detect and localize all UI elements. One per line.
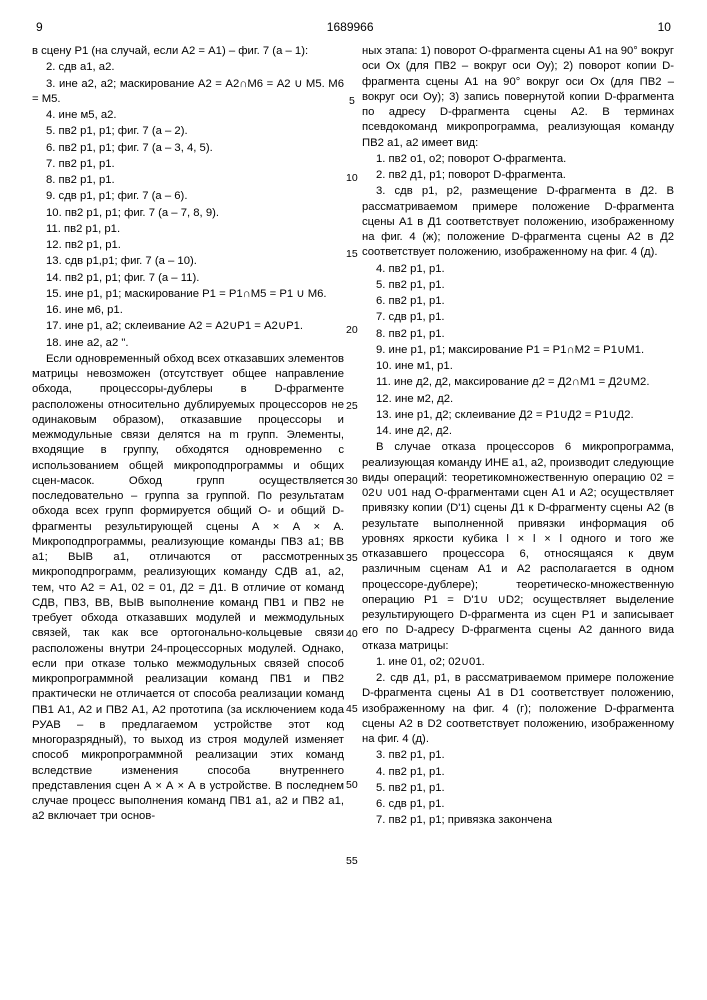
para: 13. ине р1, д2; склеивание Д2 = Р1∪Д2 = … xyxy=(362,408,674,423)
para: 6. сдв р1, р1. xyxy=(362,797,674,812)
para: 9. ине р1, р1; максирование Р1 = Р1∩М2 =… xyxy=(362,343,674,358)
para: 13. сдв р1,р1; фиг. 7 (а – 10). xyxy=(32,254,344,269)
para: 8. пв2 р1, р1. xyxy=(32,173,344,188)
para: 5. пв2 р1, р1. xyxy=(362,781,674,796)
para: 9. сдв р1, р1; фиг. 7 (а – 6). xyxy=(32,189,344,204)
para: 12. пв2 р1, р1. xyxy=(32,238,344,253)
para: 3. сдв р1, р2, размещение D-фрагмента в … xyxy=(362,184,674,260)
para: 1. ине 01, о2; 02∪01. xyxy=(362,655,674,670)
para: 3. ине а2, а2; маскирование А2 = А2∩М6 =… xyxy=(32,77,344,108)
para: 14. ине д2, д2. xyxy=(362,424,674,439)
para: 5. пв2 р1, р1. xyxy=(362,278,674,293)
page-num-left: 9 xyxy=(36,20,43,34)
para: 8. пв2 р1, р1. xyxy=(362,327,674,342)
para: 5. пв2 р1, р1; фиг. 7 (а – 2). xyxy=(32,124,344,139)
para: 18. ине а2, а2 ". xyxy=(32,336,344,351)
para: 11. ине д2, д2, максирование д2 = Д2∩М1 … xyxy=(362,375,674,390)
para: 15. ине р1, р1; маскирование Р1 = Р1∩М5 … xyxy=(32,287,344,302)
para: 7. пв2 р1, р1. xyxy=(32,157,344,172)
para: 7. пв2 р1, р1; привязка закончена xyxy=(362,813,674,828)
para: 4. ине м5, а2. xyxy=(32,108,344,123)
para: 2. пв2 д1, р1; поворот D-фрагмента. xyxy=(362,168,674,183)
para: 16. ине м6, р1. xyxy=(32,303,344,318)
para: 14. пв2 р1, р1; фиг. 7 (а – 11). xyxy=(32,271,344,286)
margin-num: 10 xyxy=(346,172,358,184)
para: 4. пв2 р1, р1. xyxy=(362,262,674,277)
para: в сцену Р1 (на случай, если А2 = А1) – ф… xyxy=(32,44,344,59)
para: 6. пв2 р1, р1; фиг. 7 (а – 3, 4, 5). xyxy=(32,141,344,156)
para: 10. пв2 р1, р1; фиг. 7 (а – 7, 8, 9). xyxy=(32,206,344,221)
para: Если одновременный обход всех отказавших… xyxy=(32,352,344,825)
para: 1. пв2 о1, о2; поворот О-фрагмента. xyxy=(362,152,674,167)
para: 2. сдв д1, р1, в рассматриваемом примере… xyxy=(362,671,674,747)
page-num-right: 10 xyxy=(658,20,671,34)
para: 7. сдв р1, р1. xyxy=(362,310,674,325)
patent-page: 9 1689966 10 5 10 15 20 25 30 35 40 45 5… xyxy=(0,0,707,1000)
document-number: 1689966 xyxy=(327,20,374,34)
margin-num: 30 xyxy=(346,475,358,487)
para: ных этапа: 1) поворот О-фрагмента сцены … xyxy=(362,44,674,151)
margin-num: 40 xyxy=(346,628,358,640)
right-column: ных этапа: 1) поворот О-фрагмента сцены … xyxy=(362,44,674,830)
margin-num: 50 xyxy=(346,779,358,791)
margin-num: 55 xyxy=(346,855,358,867)
para: 6. пв2 р1, р1. xyxy=(362,294,674,309)
margin-num: 5 xyxy=(349,95,355,107)
page-header: 9 1689966 10 xyxy=(32,20,675,34)
para: 10. ине м1, р1. xyxy=(362,359,674,374)
para: 4. пв2 р1, р1. xyxy=(362,765,674,780)
left-column: в сцену Р1 (на случай, если А2 = А1) – ф… xyxy=(32,44,344,830)
margin-num: 25 xyxy=(346,400,358,412)
margin-num: 15 xyxy=(346,248,358,260)
margin-num: 20 xyxy=(346,324,358,336)
para: 2. сдв а1, а2. xyxy=(32,60,344,75)
para: 11. пв2 р1, р1. xyxy=(32,222,344,237)
para: 3. пв2 р1, р1. xyxy=(362,748,674,763)
para: В случае отказа процессоров 6 микропрогр… xyxy=(362,440,674,654)
margin-num: 35 xyxy=(346,552,358,564)
para: 17. ине р1, а2; склеивание А2 = А2∪Р1 = … xyxy=(32,319,344,334)
margin-num: 45 xyxy=(346,703,358,715)
para: 12. ине м2, д2. xyxy=(362,392,674,407)
